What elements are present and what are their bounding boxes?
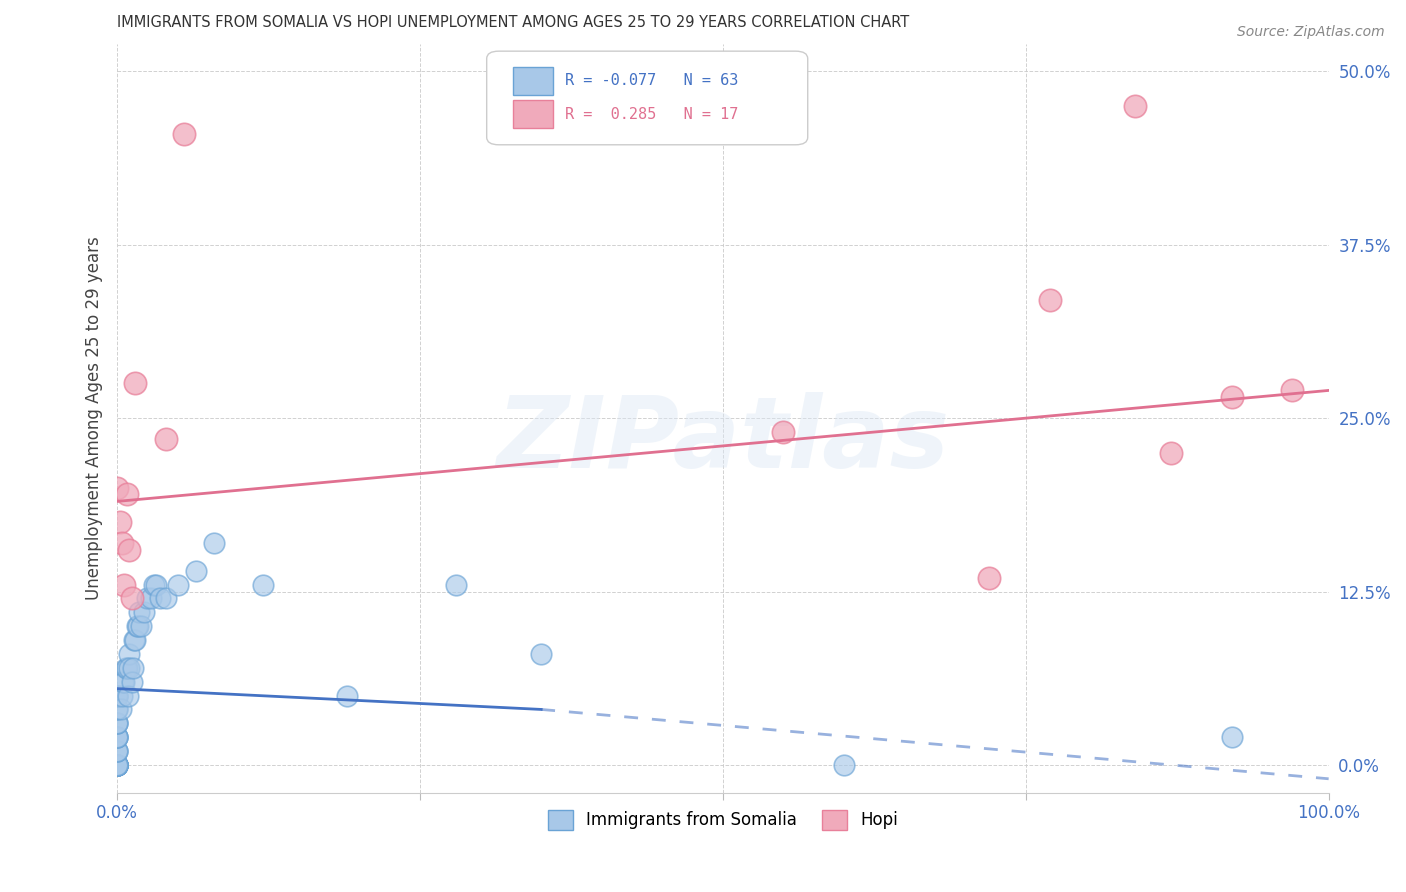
Point <box>105 702 128 716</box>
Point <box>155 432 177 446</box>
Point <box>105 689 128 703</box>
Point <box>128 605 150 619</box>
Point <box>118 543 141 558</box>
Point <box>832 758 855 772</box>
Text: Source: ZipAtlas.com: Source: ZipAtlas.com <box>1237 25 1385 39</box>
Point <box>1281 384 1303 398</box>
Point <box>149 591 172 606</box>
Text: ZIPatlas: ZIPatlas <box>496 392 949 489</box>
Point <box>118 661 141 675</box>
Point <box>105 702 128 716</box>
Legend: Immigrants from Somalia, Hopi: Immigrants from Somalia, Hopi <box>541 803 904 837</box>
Point <box>125 619 148 633</box>
Text: R = -0.077   N = 63: R = -0.077 N = 63 <box>565 73 738 88</box>
Point <box>1220 390 1243 404</box>
Point <box>105 716 128 731</box>
Point <box>105 758 128 772</box>
Point <box>115 487 138 501</box>
Point <box>105 758 128 772</box>
Point <box>105 758 128 772</box>
Point <box>105 758 128 772</box>
Point <box>772 425 794 439</box>
Point <box>136 591 159 606</box>
Text: IMMIGRANTS FROM SOMALIA VS HOPI UNEMPLOYMENT AMONG AGES 25 TO 29 YEARS CORRELATI: IMMIGRANTS FROM SOMALIA VS HOPI UNEMPLOY… <box>117 15 910 30</box>
Point <box>114 661 136 675</box>
Point <box>979 571 1001 585</box>
Point <box>145 577 167 591</box>
Point <box>112 674 135 689</box>
Point <box>105 758 128 772</box>
Text: R =  0.285   N = 17: R = 0.285 N = 17 <box>565 106 738 121</box>
Point <box>127 619 149 633</box>
Point <box>1123 99 1146 113</box>
Point <box>1160 446 1182 460</box>
Point <box>111 536 134 550</box>
Point <box>105 689 128 703</box>
Point <box>105 758 128 772</box>
Point <box>105 716 128 731</box>
Point <box>530 647 553 661</box>
Point <box>105 758 128 772</box>
Point <box>184 564 207 578</box>
Point <box>173 127 195 141</box>
Point <box>124 376 146 391</box>
FancyBboxPatch shape <box>513 100 554 128</box>
Point <box>132 605 155 619</box>
FancyBboxPatch shape <box>486 51 807 145</box>
Point <box>142 577 165 591</box>
Point <box>105 730 128 744</box>
Point <box>166 577 188 591</box>
Point <box>105 481 128 495</box>
Point <box>122 633 145 648</box>
Point <box>121 674 143 689</box>
Point <box>446 577 468 591</box>
Y-axis label: Unemployment Among Ages 25 to 29 years: Unemployment Among Ages 25 to 29 years <box>86 236 103 600</box>
Point <box>110 702 132 716</box>
Point <box>105 758 128 772</box>
Point <box>105 744 128 758</box>
FancyBboxPatch shape <box>513 67 554 95</box>
Point <box>105 744 128 758</box>
Point <box>105 758 128 772</box>
Point <box>124 633 146 648</box>
Point <box>117 689 139 703</box>
Point <box>105 716 128 731</box>
Point <box>114 577 136 591</box>
Point <box>131 619 153 633</box>
Point <box>115 661 138 675</box>
Point <box>336 689 359 703</box>
Point <box>252 577 274 591</box>
Point <box>114 674 136 689</box>
Point <box>105 758 128 772</box>
Point <box>121 591 143 606</box>
Point <box>105 758 128 772</box>
Point <box>118 647 141 661</box>
Point <box>105 758 128 772</box>
Point <box>105 730 128 744</box>
Point <box>105 758 128 772</box>
Point <box>202 536 225 550</box>
Point <box>105 730 128 744</box>
Point <box>1039 293 1062 308</box>
Point <box>105 758 128 772</box>
Point <box>111 689 134 703</box>
Point <box>122 661 145 675</box>
Point <box>105 758 128 772</box>
Point <box>1220 730 1243 744</box>
Point <box>155 591 177 606</box>
Point <box>139 591 162 606</box>
Point <box>105 730 128 744</box>
Point <box>105 689 128 703</box>
Point <box>108 515 131 529</box>
Point <box>105 744 128 758</box>
